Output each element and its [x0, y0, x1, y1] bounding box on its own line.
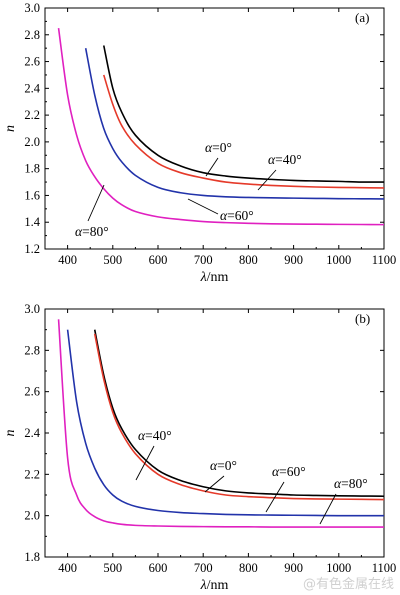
- series-line: [57, 319, 384, 528]
- annotation-leader: [135, 445, 155, 481]
- y-tick-label: 1.6: [24, 188, 40, 202]
- series-line: [84, 48, 384, 200]
- plot-frame: [44, 7, 385, 250]
- x-tick-label: 1000: [326, 561, 351, 575]
- y-tick-label: 1.8: [24, 162, 40, 176]
- series-line: [66, 329, 384, 517]
- x-tick-label: 900: [284, 561, 303, 575]
- series-line: [57, 27, 384, 226]
- annotation-leader: [204, 475, 225, 493]
- series-line: [102, 74, 384, 189]
- watermark: @有色金属在线: [302, 577, 394, 592]
- x-axis-label: λ/nm: [200, 270, 229, 285]
- annotation-leader: [87, 184, 105, 222]
- x-tick-label: 400: [58, 253, 77, 267]
- y-tick-label: 3.0: [24, 302, 40, 316]
- chart-panel-a: 1.2 1.4 1.6 1.8 2.0 2.2 2.4 2.6 2.8 3.0 400 500 600 7…: [3, 1, 396, 285]
- panel-label: (a): [355, 10, 369, 25]
- annotation-label: α=0°: [205, 140, 232, 155]
- x-tick-label: 700: [194, 253, 213, 267]
- y-tick-label: 2.4: [24, 81, 40, 95]
- y-tick-label: 1.4: [24, 215, 40, 229]
- y-axis-label: n: [3, 125, 18, 132]
- annotation-label: α=60°: [220, 208, 254, 223]
- y-tick-label: 2.2: [24, 108, 40, 122]
- plot-frame: [44, 308, 385, 558]
- series-line: [93, 329, 384, 498]
- x-tick-label: 1000: [326, 253, 351, 267]
- annotation-label: α=80°: [334, 476, 368, 491]
- y-tick-label: 2.4: [24, 426, 40, 440]
- annotation-leader: [265, 481, 285, 513]
- annotation-leader: [187, 198, 219, 215]
- annotation-label: α=40°: [268, 152, 302, 167]
- y-tick-label: 2.0: [24, 135, 40, 149]
- x-tick-label: 1100: [372, 253, 397, 267]
- x-tick-label: 500: [103, 561, 122, 575]
- x-tick-label: 700: [194, 561, 213, 575]
- panel-label: (b): [355, 311, 370, 326]
- y-axis-label: n: [3, 430, 18, 437]
- series-group: [57, 27, 384, 226]
- annotation-label: α=80°: [75, 224, 109, 239]
- series-group: [57, 319, 384, 528]
- x-tick-label: 600: [149, 561, 168, 575]
- x-tick-label: 400: [58, 561, 77, 575]
- x-tick-label: 1100: [372, 561, 397, 575]
- y-tick-label: 1.2: [24, 242, 40, 256]
- y-tick-label: 3.0: [24, 1, 40, 15]
- annotation-label: α=60°: [272, 464, 306, 479]
- annotation-label: α=0°: [210, 458, 237, 473]
- series-line: [102, 45, 384, 183]
- y-tick-label: 1.8: [24, 550, 40, 564]
- annotation-leader: [319, 493, 337, 525]
- y-tick-label: 2.6: [24, 55, 40, 69]
- x-tick-label: 800: [239, 253, 258, 267]
- x-tick-label: 800: [239, 561, 258, 575]
- annotation-leader: [257, 169, 277, 191]
- chart-panel-b: 1.8 2.0 2.2 2.4 2.6 2.8 3.0 400 500 600 700 800 900 1…: [3, 302, 396, 593]
- series-line: [93, 333, 384, 501]
- annotation-leader: [205, 157, 219, 177]
- x-axis-label: λ/nm: [200, 578, 229, 593]
- y-tick-label: 2.8: [24, 28, 40, 42]
- x-tick-label: 600: [149, 253, 168, 267]
- y-tick-label: 2.0: [24, 509, 40, 523]
- x-tick-label: 900: [284, 253, 303, 267]
- y-tick-label: 2.8: [24, 343, 40, 357]
- annotation-label: α=40°: [138, 428, 172, 443]
- y-tick-label: 2.2: [24, 467, 40, 481]
- x-tick-label: 500: [103, 253, 122, 267]
- y-tick-label: 2.6: [24, 385, 40, 399]
